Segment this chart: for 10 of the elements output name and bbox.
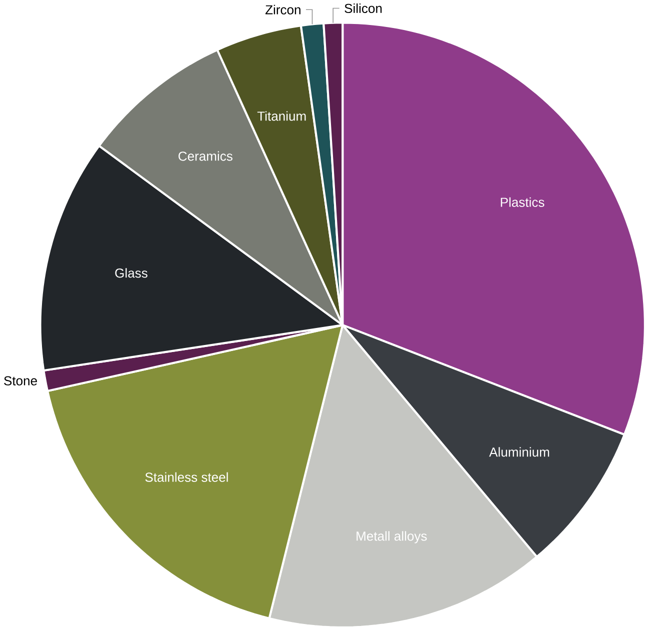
slice-label: Stone bbox=[4, 376, 37, 386]
slice-label: Titanium bbox=[257, 110, 306, 121]
slice-label: Stainless steel bbox=[145, 472, 228, 482]
slice-label: Zircon bbox=[265, 4, 300, 14]
slice-label: Silicon bbox=[344, 3, 382, 13]
slice-label: Plastics bbox=[500, 197, 544, 207]
slice-label: Glass bbox=[115, 268, 148, 278]
slice-label: Metall alloys bbox=[356, 530, 427, 544]
slice-label: Aluminium bbox=[489, 446, 550, 456]
slice-label: Ceramics bbox=[178, 150, 232, 161]
